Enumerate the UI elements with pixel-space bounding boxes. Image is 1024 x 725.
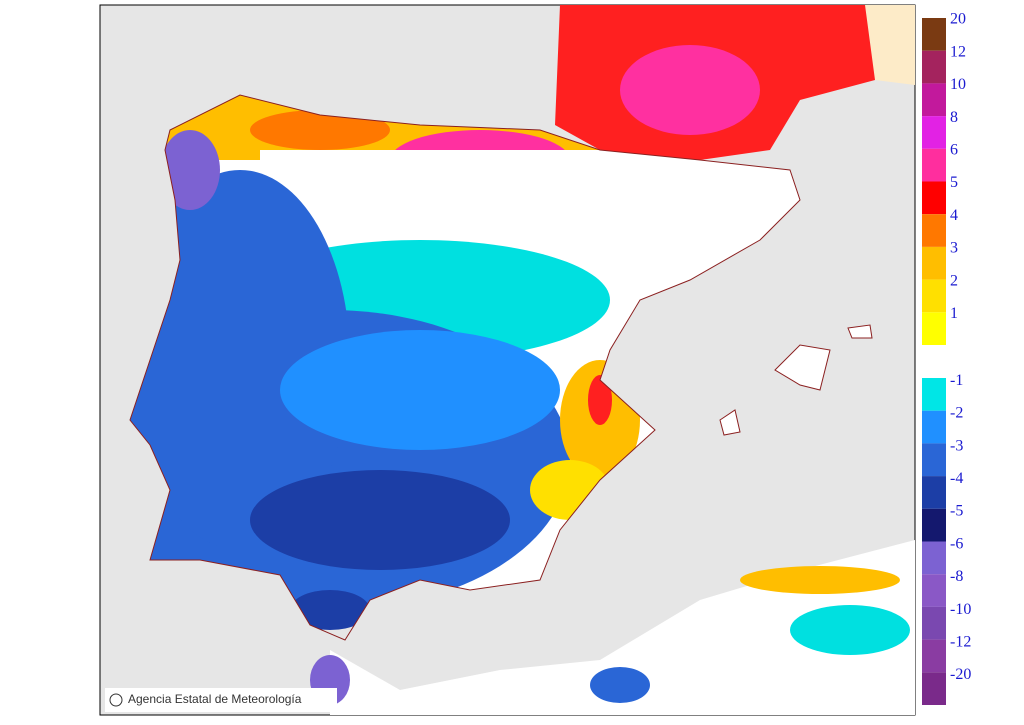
island (847, 324, 873, 339)
legend-label: -3 (950, 437, 963, 454)
legend-label: -20 (950, 666, 971, 683)
legend-label: -1 (950, 372, 963, 389)
legend-label: 12 (950, 43, 966, 60)
legend-label: -12 (950, 634, 971, 651)
anomaly (590, 667, 650, 703)
island (774, 344, 831, 391)
legend-label: 2 (950, 272, 958, 289)
legend-label: 6 (950, 141, 958, 158)
legend-swatch (922, 508, 946, 542)
legend: 20 12 10 8 6 5 4 3 2 1 -1 -2 -3 -4 -5 -6 -8 -10 -12 -20 (922, 11, 971, 705)
legend-label: 3 (950, 240, 958, 257)
anomaly (620, 45, 760, 135)
legend-label: 4 (950, 207, 958, 224)
legend-swatch (922, 541, 946, 575)
legend-label: -5 (950, 503, 963, 520)
credit: Agencia Estatal de Meteorología (128, 692, 302, 706)
legend-label: -4 (950, 470, 963, 487)
legend-label: 8 (950, 109, 958, 126)
legend-swatch (922, 476, 946, 509)
legend-label: 5 (950, 174, 958, 191)
land (865, 5, 915, 85)
anomaly (740, 566, 900, 594)
legend-swatch (922, 279, 946, 313)
legend-swatch (922, 606, 946, 640)
legend-swatch (922, 83, 946, 117)
legend-label: 20 (950, 11, 966, 28)
legend-swatch (922, 50, 946, 84)
legend-swatch (922, 378, 946, 411)
copyright-icon (109, 693, 123, 707)
credit-box (105, 688, 337, 712)
legend-swatch (922, 181, 946, 215)
legend-swatch (922, 312, 946, 345)
island (719, 409, 741, 436)
legend-label: -6 (950, 535, 963, 552)
legend-swatch (922, 639, 946, 673)
legend-label: -2 (950, 405, 963, 422)
coastline (129, 94, 801, 641)
legend-swatch (922, 246, 946, 280)
anomaly (790, 605, 910, 655)
legend-swatch (922, 574, 946, 607)
legend-swatch (922, 672, 946, 705)
legend-label: 1 (950, 305, 958, 322)
legend-swatch (922, 443, 946, 477)
legend-swatch (922, 148, 946, 182)
legend-swatch (922, 214, 946, 247)
legend-swatch (922, 116, 946, 149)
legend-swatch (922, 410, 946, 444)
legend-swatch (922, 18, 946, 51)
legend-label: -10 (950, 601, 971, 618)
legend-label: -8 (950, 568, 963, 585)
legend-label: 10 (950, 76, 966, 93)
